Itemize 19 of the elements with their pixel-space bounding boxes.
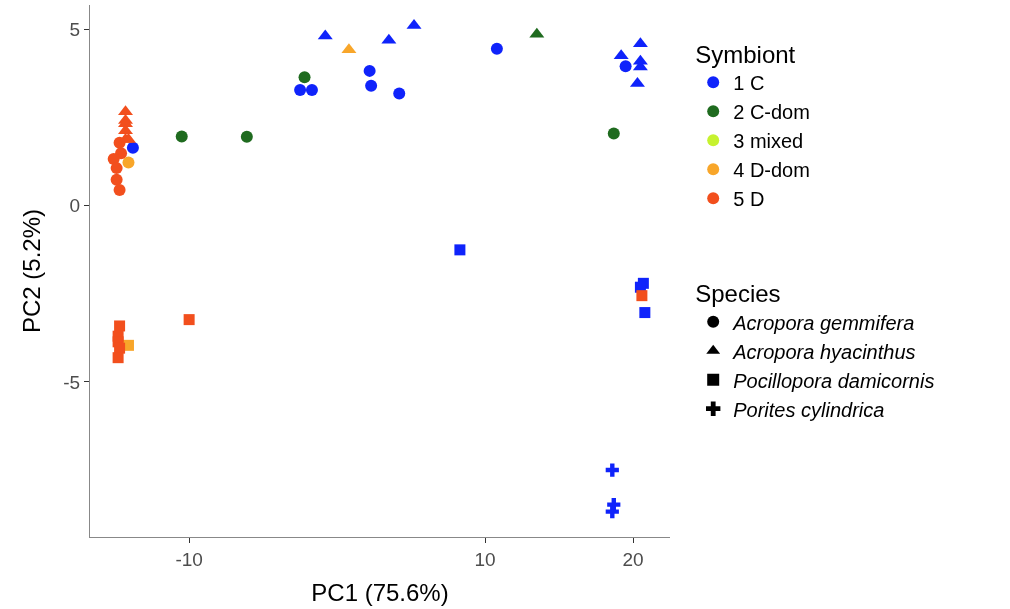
legend-label: Pocillopora damicornis xyxy=(733,369,935,392)
legend-label: 1 C xyxy=(733,72,765,95)
legend-label: 4 D-dom xyxy=(733,159,810,182)
x-tick-label: -10 xyxy=(175,548,203,570)
x-tick-label: 10 xyxy=(474,548,496,570)
legend-label: 2 C-dom xyxy=(733,101,810,124)
x-tick-label: 20 xyxy=(622,548,644,570)
y-tick-label: -5 xyxy=(63,371,81,393)
y-axis-title: PC2 (5.2%) xyxy=(18,208,46,334)
legend-label: 3 mixed xyxy=(733,130,804,153)
legend-label: 5 D xyxy=(733,188,765,211)
y-tick-label: 5 xyxy=(69,19,81,41)
text: Species xyxy=(695,280,781,308)
x-axis-title: PC1 (75.6%) xyxy=(311,579,449,607)
legend-label: Porites cylindrica xyxy=(733,398,885,421)
y-tick-label: 0 xyxy=(69,195,81,217)
legend-label: Acropora hyacinthus xyxy=(732,340,916,363)
text: Symbiont xyxy=(695,40,796,68)
legend-label: Acropora gemmifera xyxy=(732,311,915,334)
